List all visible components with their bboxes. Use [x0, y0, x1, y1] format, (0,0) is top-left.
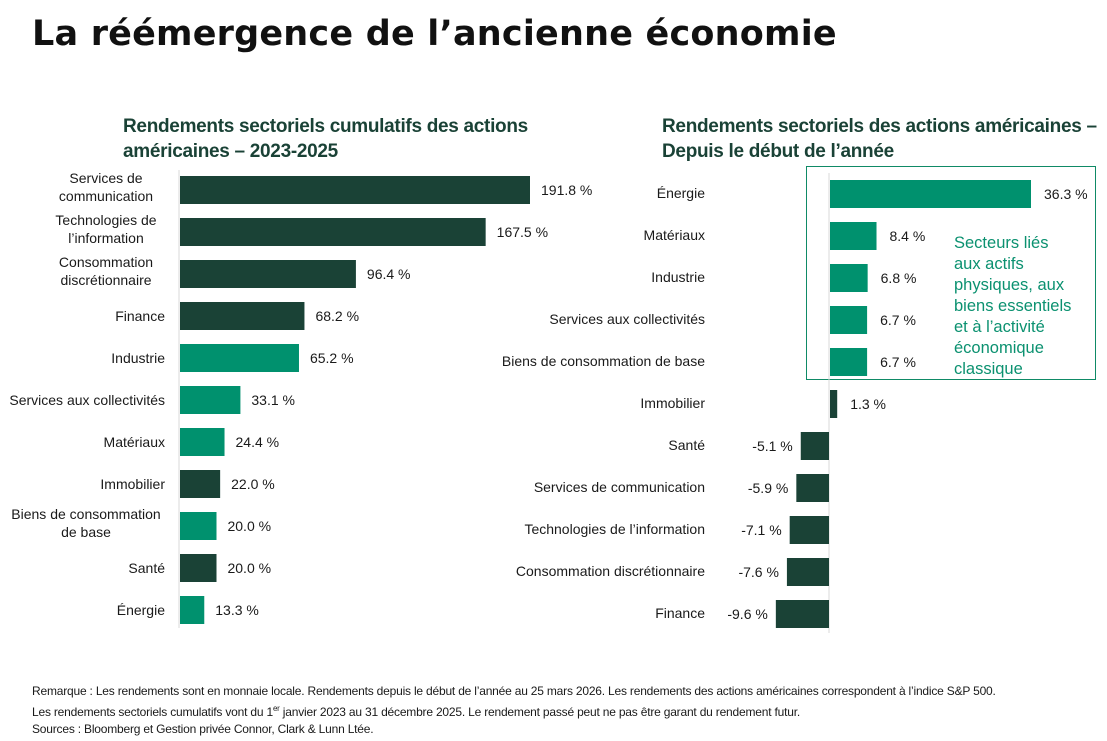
callout-line: économique	[954, 339, 1044, 357]
category-label-right-10: Finance	[655, 605, 705, 621]
bar-left-8	[180, 512, 217, 540]
value-label-right-5: 1.3 %	[850, 396, 886, 412]
value-label-right-7: -5.9 %	[748, 480, 788, 496]
bar-left-3	[180, 302, 305, 330]
value-label-left-8: 20.0 %	[227, 518, 271, 534]
footnote-sources: Sources : Bloomberg et Gestion privée Co…	[32, 722, 374, 736]
callout-line: et à l’activité	[954, 318, 1045, 336]
category-label-left-6: Matériaux	[104, 434, 165, 450]
category-label-left-8: Biens de consommation de base	[11, 506, 160, 540]
value-label-left-9: 20.0 %	[227, 560, 271, 576]
callout-line: biens essentiels	[954, 297, 1072, 315]
footnote-superscript: er	[272, 704, 280, 713]
bar-left-4	[180, 344, 299, 372]
footnote-period: Les rendements sectoriels cumulatifs von…	[32, 700, 996, 721]
callout-line: physiques, aux	[954, 276, 1065, 294]
category-label-left-2: Consommation discrétionnaire	[59, 254, 153, 288]
value-label-left-4: 65.2 %	[310, 350, 354, 366]
value-label-left-5: 33.1 %	[251, 392, 295, 408]
bar-left-5	[180, 386, 241, 414]
bar-left-7	[180, 470, 221, 498]
right-chart-title: Rendements sectoriels des actions améric…	[662, 116, 1097, 162]
bar-left-9	[180, 554, 217, 582]
bar-right-7	[796, 474, 829, 502]
bar-right-3	[830, 306, 868, 334]
value-label-right-9: -7.6 %	[738, 564, 778, 580]
footnote-period-text-end: janvier 2023 au 31 décembre 2025. Le ren…	[279, 705, 800, 719]
category-label-right-9: Consommation discrétionnaire	[516, 563, 705, 579]
category-label-left-0: Services de communication	[59, 170, 153, 204]
bar-right-10	[775, 600, 829, 628]
footnotes: Remarque : Les rendements sont en monnai…	[32, 683, 996, 738]
category-label-left-9: Santé	[128, 560, 165, 576]
value-label-right-10: -9.6 %	[727, 606, 767, 622]
category-label-right-6: Santé	[668, 437, 705, 453]
bar-right-4	[830, 348, 868, 376]
value-label-left-1: 167.5 %	[497, 224, 548, 240]
left-chart-title: Rendements sectoriels cumulatifs des act…	[123, 116, 528, 162]
value-label-left-10: 13.3 %	[215, 602, 259, 618]
bar-right-5	[830, 390, 838, 418]
callout-annotation: Secteurs liés aux actifs physiques, aux …	[954, 233, 1094, 380]
category-label-right-8: Technologies de l’information	[524, 521, 705, 537]
value-label-right-1: 8.4 %	[890, 228, 926, 244]
category-label-right-1: Matériaux	[644, 227, 705, 243]
footnote-period-text: Les rendements sectoriels cumulatifs von…	[32, 705, 273, 719]
bar-right-2	[830, 264, 868, 292]
category-label-left-5: Services aux collectivités	[9, 392, 165, 408]
value-label-right-0: 36.3 %	[1044, 186, 1088, 202]
category-label-left-1: Technologies de l’information	[55, 212, 156, 246]
category-label-right-4: Biens de consommation de base	[502, 353, 705, 369]
bar-right-0	[830, 180, 1031, 208]
bar-right-9	[786, 558, 829, 586]
value-label-left-6: 24.4 %	[236, 434, 280, 450]
highlight-box	[806, 166, 1096, 380]
bar-left-0	[180, 176, 530, 204]
category-label-right-7: Services de communication	[534, 479, 705, 495]
category-label-left-10: Énergie	[117, 602, 165, 618]
bar-right-6	[800, 432, 829, 460]
bar-left-1	[180, 218, 486, 246]
callout-line: Secteurs liés	[954, 234, 1049, 252]
category-label-right-3: Services aux collectivités	[549, 311, 705, 327]
category-label-left-3: Finance	[115, 308, 165, 324]
category-label-right-2: Industrie	[651, 269, 705, 285]
footnote-remark: Remarque : Les rendements sont en monnai…	[32, 684, 996, 698]
value-label-right-4: 6.7 %	[880, 354, 916, 370]
category-label-right-0: Énergie	[657, 185, 705, 201]
value-label-left-2: 96.4 %	[367, 266, 411, 282]
value-label-left-0: 191.8 %	[541, 182, 592, 198]
bar-right-8	[789, 516, 829, 544]
bar-right-1	[830, 222, 877, 250]
bar-left-10	[180, 596, 205, 624]
value-label-right-8: -7.1 %	[741, 522, 781, 538]
value-label-right-6: -5.1 %	[752, 438, 792, 454]
bar-left-6	[180, 428, 225, 456]
category-label-right-5: Immobilier	[640, 395, 705, 411]
value-label-right-2: 6.8 %	[881, 270, 917, 286]
value-label-left-7: 22.0 %	[231, 476, 275, 492]
category-label-left-4: Industrie	[111, 350, 165, 366]
callout-line: classique	[954, 360, 1023, 378]
callout-line: aux actifs	[954, 255, 1024, 273]
value-label-right-3: 6.7 %	[880, 312, 916, 328]
value-label-left-3: 68.2 %	[315, 308, 359, 324]
category-label-left-7: Immobilier	[100, 476, 165, 492]
page-title: La réémergence de l’ancienne économie	[32, 14, 837, 54]
bar-left-2	[180, 260, 356, 288]
